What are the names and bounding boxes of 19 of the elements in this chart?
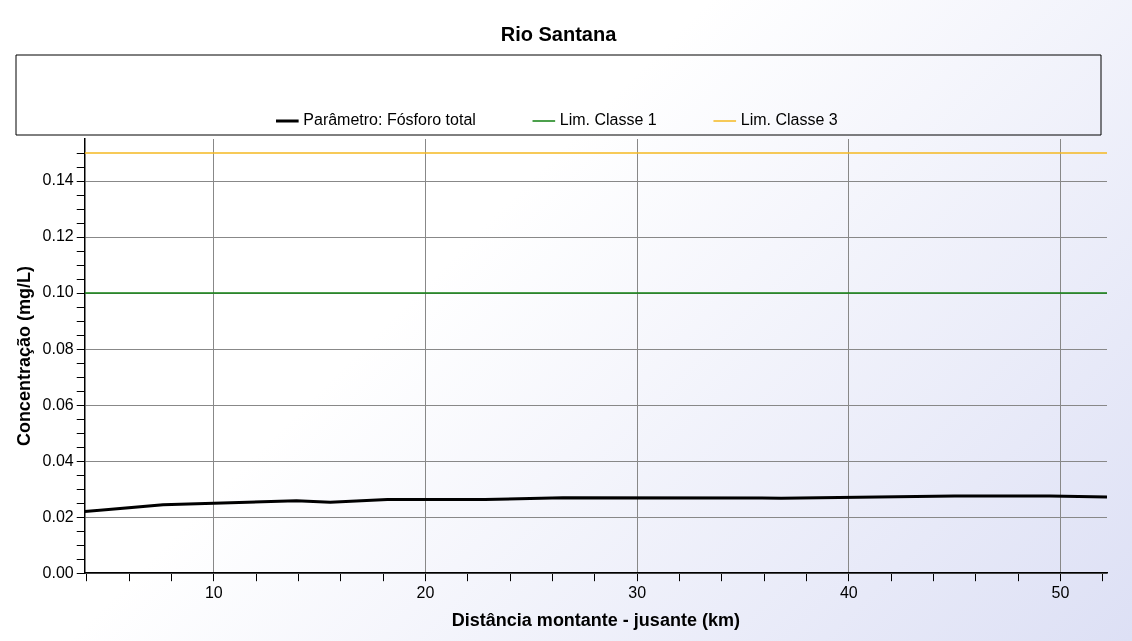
x-tick-label: 10	[204, 584, 223, 602]
y-tick-label: 0.04	[42, 451, 74, 469]
x-tick-label: 50	[1051, 584, 1070, 602]
y-axis-title: Concentração (mg/L)	[13, 266, 34, 447]
legend-label: Lim. Classe 3	[740, 111, 838, 129]
x-tick-label: 30	[628, 584, 647, 602]
y-tick-label: 0.10	[42, 283, 74, 301]
y-tick-label: 0.00	[42, 563, 74, 581]
y-tick-label: 0.08	[42, 339, 74, 357]
y-tick-label: 0.12	[42, 227, 74, 245]
x-tick-label: 20	[416, 584, 435, 602]
x-tick-label: 40	[839, 584, 858, 602]
legend-label: Lim. Classe 1	[559, 111, 657, 129]
chart-title: Rio Santana	[500, 22, 618, 45]
legend-label: Parâmetro: Fósforo total	[303, 111, 476, 129]
y-tick-label: 0.14	[42, 171, 74, 189]
y-tick-label: 0.06	[42, 395, 74, 413]
x-axis-title: Distância montante - jusante (km)	[451, 610, 740, 631]
y-tick-label: 0.02	[42, 507, 74, 525]
